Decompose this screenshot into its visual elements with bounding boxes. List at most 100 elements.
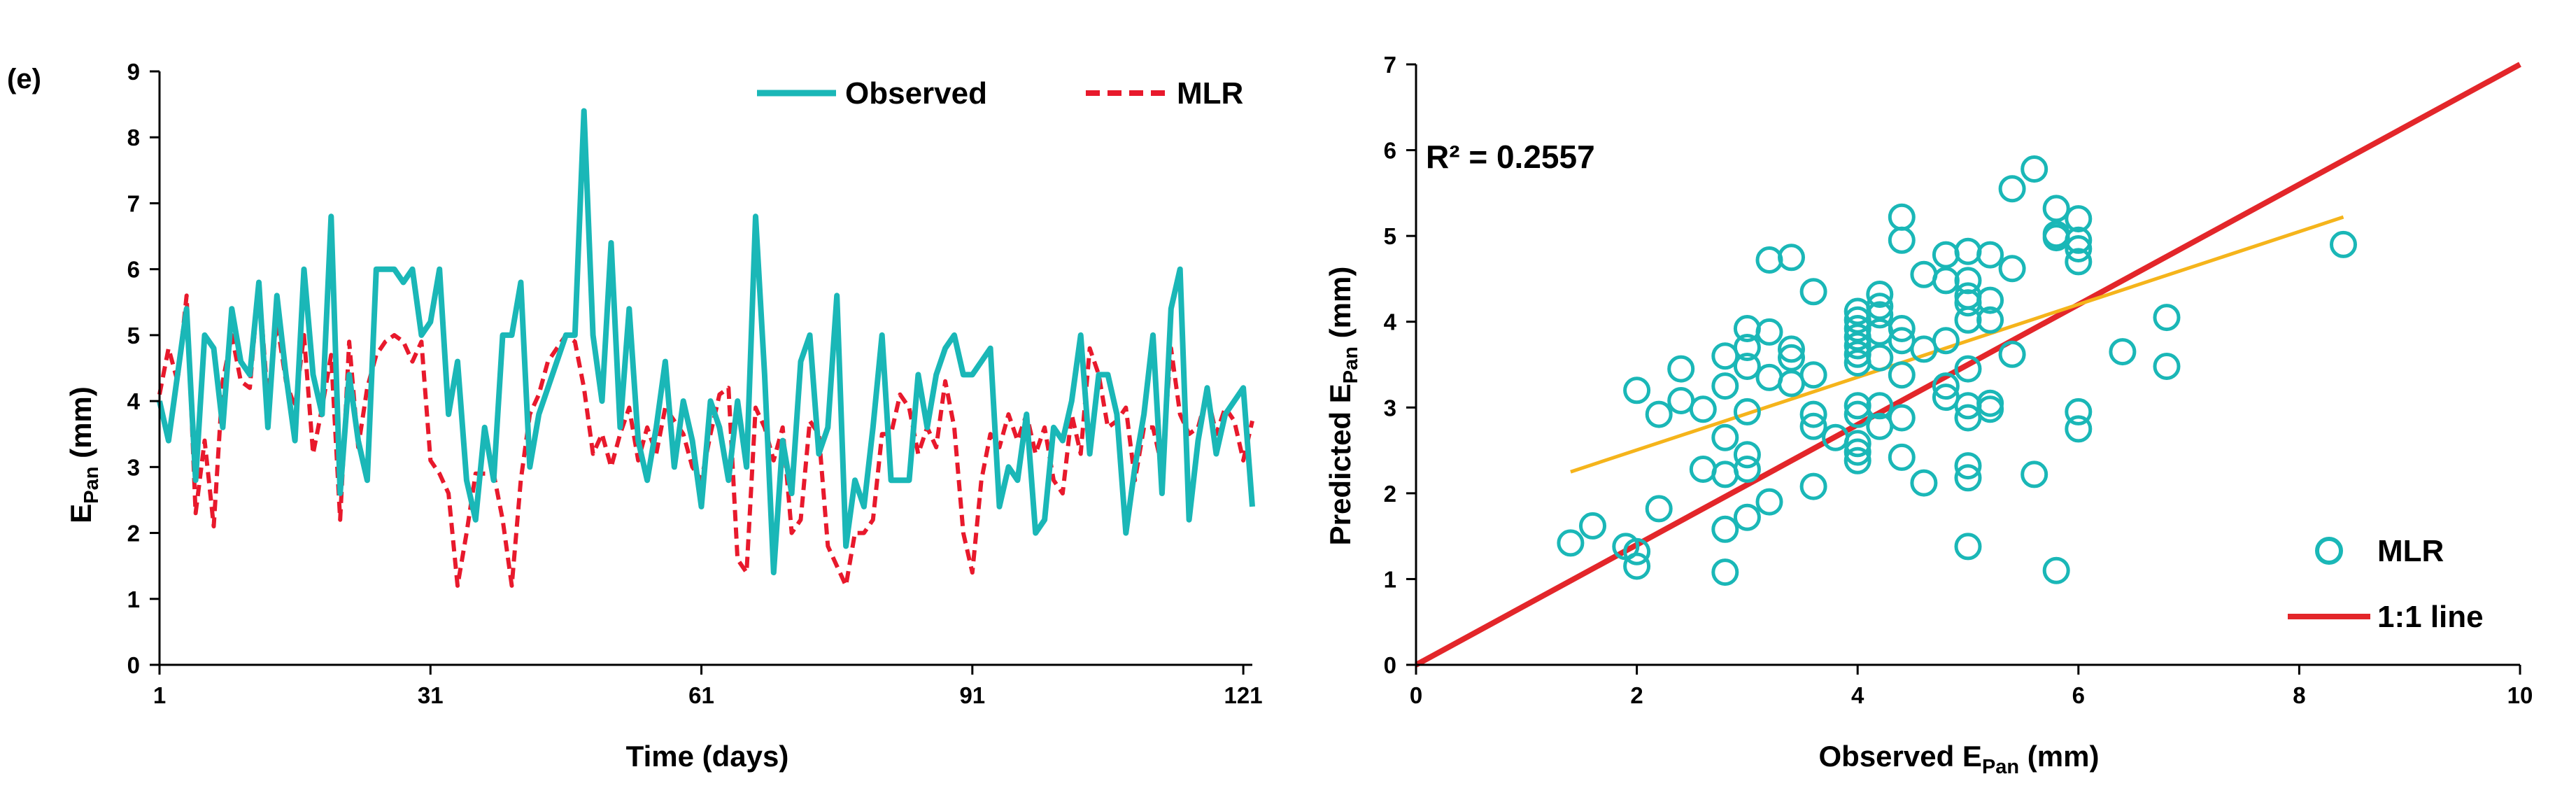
left-y-tick-label: 7 bbox=[127, 190, 140, 216]
scatter-point bbox=[1733, 441, 1761, 469]
scatter-point bbox=[1733, 398, 1761, 425]
scatter-point bbox=[1799, 278, 1827, 306]
right-y-tick-label: 2 bbox=[1384, 481, 1396, 507]
scatter-point bbox=[2042, 556, 2070, 584]
left-y-tick-label: 4 bbox=[127, 388, 141, 414]
scatter-point bbox=[1954, 355, 1982, 383]
scatter-point bbox=[2065, 205, 2093, 233]
scatter-point bbox=[1623, 377, 1651, 404]
scatter-point bbox=[1998, 255, 2026, 283]
scatter-point bbox=[1623, 537, 1651, 565]
scatter-point bbox=[1866, 281, 1894, 308]
scatter-point bbox=[2021, 155, 2048, 183]
scatter-point bbox=[1711, 460, 1739, 488]
scatter-point bbox=[1799, 400, 1827, 428]
right-x-axis-label: Observed EPan (mm) bbox=[1819, 740, 2100, 778]
scatter-point bbox=[2021, 460, 2048, 488]
scatter-point bbox=[1733, 503, 1761, 531]
scatter-point bbox=[1645, 495, 1673, 523]
scatter-point bbox=[1667, 387, 1695, 414]
right-x-tick-label: 4 bbox=[1851, 682, 1864, 708]
scatter-point bbox=[1711, 558, 1739, 586]
scatter-point bbox=[1778, 370, 1805, 398]
scatter-point bbox=[1910, 260, 1938, 288]
right-y-tick-label: 5 bbox=[1384, 223, 1396, 249]
right-x-tick-label: 2 bbox=[1630, 682, 1643, 708]
scatter-point bbox=[1954, 237, 1982, 265]
scatter-point bbox=[2109, 338, 2137, 366]
scatter-point bbox=[1888, 226, 1916, 254]
scatter-point bbox=[1843, 332, 1871, 360]
right-y-tick-label: 3 bbox=[1384, 395, 1396, 421]
scatter-point bbox=[1976, 286, 2004, 314]
series-line-observed bbox=[157, 108, 1255, 576]
left-y-tick-label: 0 bbox=[127, 652, 140, 678]
scatter-point bbox=[1711, 423, 1739, 451]
scatter-point bbox=[1733, 353, 1761, 380]
scatter-point bbox=[1645, 400, 1673, 428]
right-x-tick-label: 10 bbox=[2507, 682, 2533, 708]
scatter-point bbox=[1778, 335, 1805, 363]
scatter-point bbox=[2065, 398, 2093, 425]
scatter-point bbox=[1998, 340, 2026, 368]
left-y-tick-label: 8 bbox=[127, 125, 140, 150]
legend-one-to-one-label: 1:1 line bbox=[2377, 600, 2484, 634]
scatter-point bbox=[1733, 456, 1761, 483]
scatter-point bbox=[1557, 529, 1585, 557]
left-x-tick-label: 1 bbox=[153, 682, 166, 708]
left-y-tick-label: 6 bbox=[127, 257, 140, 283]
scatter-point bbox=[1843, 430, 1871, 458]
scatter-point bbox=[1888, 315, 1916, 342]
scatter-point bbox=[1778, 344, 1805, 372]
legend-observed-label: Observed bbox=[845, 76, 987, 111]
scatter-point bbox=[1954, 464, 1982, 492]
left-y-tick-label: 9 bbox=[127, 59, 140, 85]
scatter-point bbox=[1799, 412, 1827, 440]
right-x-tick-label: 8 bbox=[2293, 682, 2305, 708]
scatter-point bbox=[1579, 512, 1606, 540]
scatter-point bbox=[1755, 246, 1783, 274]
scatter-point bbox=[1711, 372, 1739, 400]
scatter-point bbox=[1799, 472, 1827, 500]
legend-mlr-label: MLR bbox=[1177, 76, 1243, 111]
scatter-point bbox=[1954, 533, 1982, 561]
scatter-point bbox=[2065, 226, 2093, 254]
legend-mlr-marker bbox=[2315, 537, 2343, 565]
scatter-point bbox=[1910, 469, 1938, 497]
scatter-point bbox=[1954, 306, 1982, 334]
scatter-point bbox=[2153, 353, 2181, 380]
right-y-tick-label: 6 bbox=[1384, 138, 1396, 164]
legend-mlr-scatter-label: MLR bbox=[2377, 534, 2444, 568]
right-y-tick-label: 7 bbox=[1384, 52, 1396, 78]
right-y-tick-label: 1 bbox=[1384, 566, 1396, 592]
left-y-axis-label: EPan (mm) bbox=[64, 386, 103, 523]
scatter-point bbox=[1888, 203, 1916, 231]
scatter-point bbox=[1843, 446, 1871, 474]
scatter-point bbox=[1689, 456, 1717, 483]
scatter-point bbox=[1755, 363, 1783, 391]
left-x-tick-label: 31 bbox=[418, 682, 444, 708]
scatter-point bbox=[1932, 267, 1960, 295]
scatter-point bbox=[1932, 372, 1960, 400]
scatter-point bbox=[1932, 241, 1960, 269]
scatter-point bbox=[1711, 342, 1739, 370]
scatter-point bbox=[1866, 301, 1894, 329]
one-to-one-line bbox=[1415, 62, 2521, 668]
scatter-point bbox=[1733, 334, 1761, 361]
scatter-point bbox=[2153, 304, 2181, 332]
scatter-point bbox=[1866, 392, 1894, 420]
scatter-point bbox=[1910, 335, 1938, 363]
series-line-mlr bbox=[157, 280, 1254, 588]
scatter-point bbox=[2065, 235, 2093, 262]
scatter-point bbox=[1932, 327, 1960, 355]
scatter-point bbox=[1866, 344, 1894, 372]
left-x-tick-label: 91 bbox=[959, 682, 985, 708]
scatter-point bbox=[1843, 438, 1871, 466]
scatter-point bbox=[1778, 244, 1805, 272]
scatter-point bbox=[1689, 395, 1717, 423]
scatter-point bbox=[1888, 443, 1916, 471]
scatter-point bbox=[1667, 355, 1695, 383]
panel-label: (e) bbox=[7, 64, 41, 94]
